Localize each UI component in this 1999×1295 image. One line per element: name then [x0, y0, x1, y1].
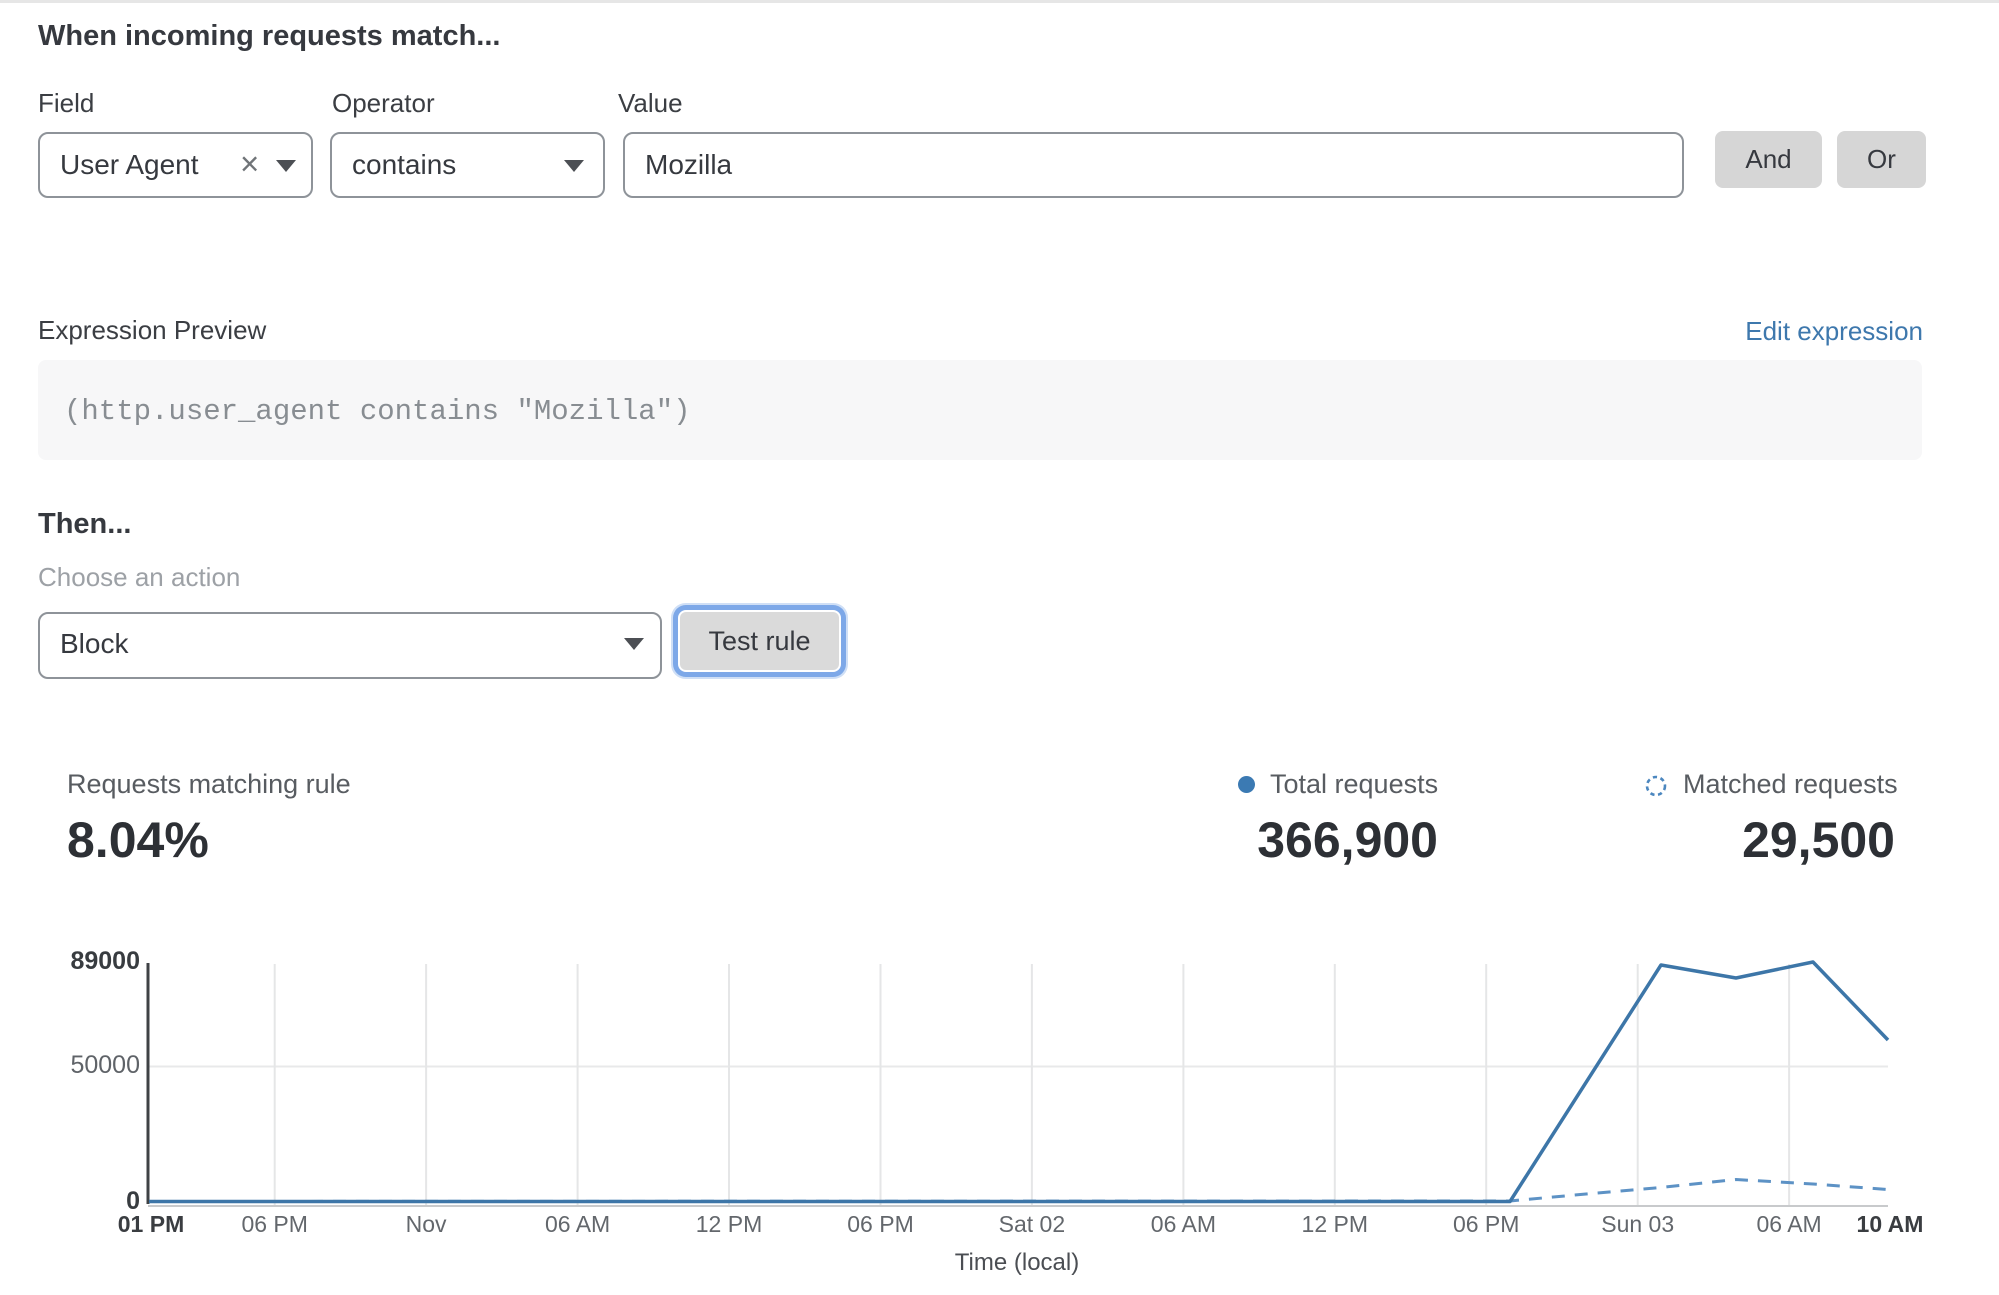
- svg-text:06 AM: 06 AM: [545, 1211, 610, 1237]
- svg-text:12 PM: 12 PM: [1302, 1211, 1368, 1237]
- svg-text:Nov: Nov: [406, 1211, 447, 1237]
- svg-text:12 PM: 12 PM: [696, 1211, 762, 1237]
- svg-text:Sun 03: Sun 03: [1601, 1211, 1674, 1237]
- svg-text:01 PM: 01 PM: [118, 1211, 184, 1237]
- svg-text:06 AM: 06 AM: [1756, 1211, 1821, 1237]
- svg-text:06 PM: 06 PM: [1453, 1211, 1519, 1237]
- svg-text:10 AM: 10 AM: [1857, 1211, 1924, 1237]
- svg-text:Sat 02: Sat 02: [999, 1211, 1066, 1237]
- svg-text:Time (local): Time (local): [955, 1249, 1079, 1276]
- svg-text:89000: 89000: [70, 947, 140, 975]
- svg-text:50000: 50000: [70, 1051, 140, 1079]
- svg-text:06 PM: 06 PM: [847, 1211, 913, 1237]
- svg-text:0: 0: [126, 1187, 140, 1215]
- svg-text:06 PM: 06 PM: [241, 1211, 307, 1237]
- svg-text:06 AM: 06 AM: [1151, 1211, 1216, 1237]
